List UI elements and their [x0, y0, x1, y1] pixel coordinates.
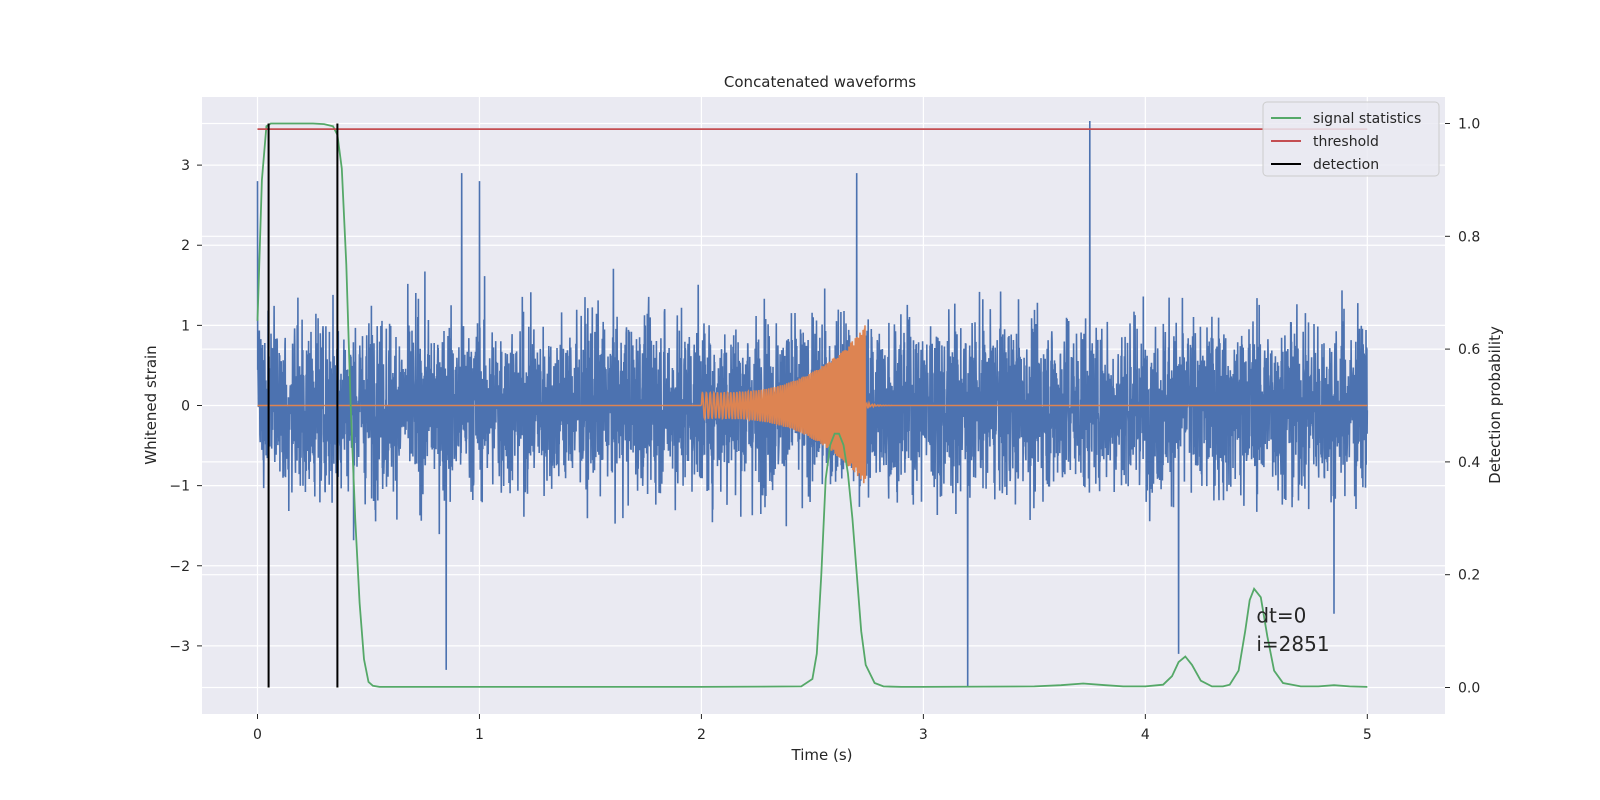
- y-axis-left: −3 −2 −1 0 1 2 3: [169, 158, 202, 655]
- x-tick-label: 0: [253, 727, 262, 743]
- x-tick-label: 4: [1141, 727, 1150, 743]
- legend-label: detection: [1313, 157, 1379, 173]
- strain-noise-line: [256, 120, 1369, 687]
- y-axis-left-label: Whitened strain: [142, 345, 160, 464]
- y-right-tick-label: 0.2: [1458, 568, 1480, 584]
- y-axis-right: 0.0 0.2 0.4 0.6 0.8 1.0: [1445, 117, 1480, 696]
- y-left-tick-label: 0: [181, 399, 190, 415]
- annotation-text: dt=0: [1256, 604, 1306, 628]
- annotation-text: i=2851: [1256, 632, 1329, 656]
- series-layer: [256, 120, 1369, 688]
- x-tick-label: 3: [919, 727, 928, 743]
- legend: signal statistics threshold detection: [1262, 101, 1440, 177]
- legend-label: signal statistics: [1313, 111, 1421, 127]
- y-left-tick-label: 2: [181, 238, 190, 254]
- y-right-tick-label: 0.8: [1458, 229, 1480, 245]
- y-left-tick-label: −2: [169, 559, 190, 575]
- x-tick-label: 1: [475, 727, 484, 743]
- y-right-tick-label: 0.4: [1458, 455, 1480, 471]
- x-axis: 0 1 2 3 4 5: [253, 714, 1372, 743]
- y-right-tick-label: 0.0: [1458, 680, 1480, 696]
- y-left-tick-label: −1: [169, 479, 190, 495]
- y-left-tick-label: 3: [181, 158, 190, 174]
- y-axis-right-label: Detection probability: [1486, 326, 1504, 484]
- chirp-signal-line: [257, 325, 1368, 484]
- y-right-tick-label: 0.6: [1458, 342, 1480, 358]
- x-tick-label: 2: [697, 727, 706, 743]
- y-right-tick-label: 1.0: [1458, 117, 1480, 133]
- x-tick-label: 5: [1363, 727, 1372, 743]
- y-left-tick-label: 1: [181, 318, 190, 334]
- annotations: dt=0 i=2851: [1256, 604, 1329, 656]
- legend-label: threshold: [1313, 134, 1379, 150]
- legend-box: [1262, 101, 1440, 177]
- signal-statistics-line: [256, 122, 1368, 688]
- y-left-tick-label: −3: [169, 639, 190, 655]
- chart-title: Concatenated waveforms: [724, 73, 916, 91]
- x-axis-label: Time (s): [791, 746, 853, 764]
